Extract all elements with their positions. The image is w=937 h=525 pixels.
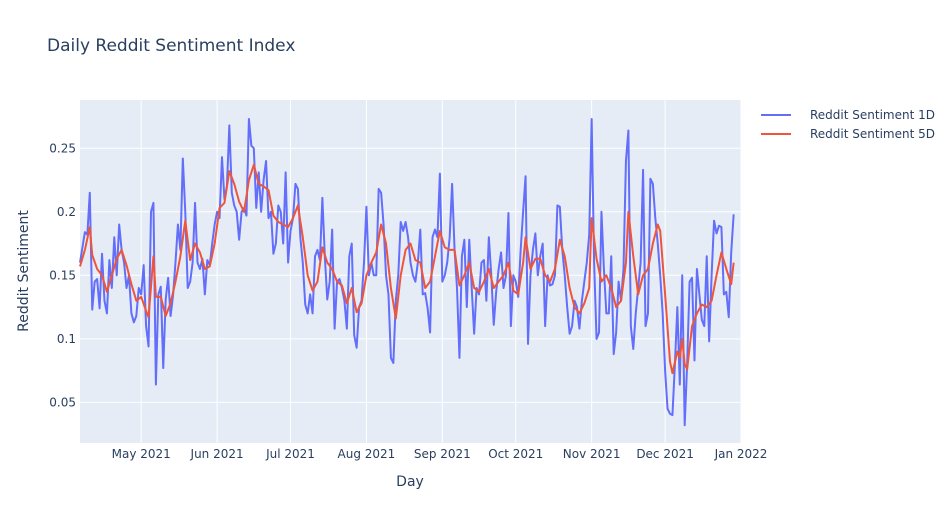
plot-background	[80, 100, 741, 443]
y-tick-label: 0.1	[57, 332, 76, 346]
legend-label: Reddit Sentiment 5D	[810, 127, 935, 141]
y-tick-label: 0.25	[49, 141, 76, 155]
x-axis-title: Day	[396, 474, 424, 490]
x-tick-label: Jun 2021	[190, 447, 244, 461]
y-tick-label: 0.2	[57, 205, 76, 219]
x-tick-label: Nov 2021	[563, 447, 621, 461]
x-tick-label: Dec 2021	[636, 447, 694, 461]
x-tick-label: Aug 2021	[338, 447, 396, 461]
x-tick-label: May 2021	[112, 447, 171, 461]
legend-label: Reddit Sentiment 1D	[810, 108, 935, 122]
x-tick-label: Jul 2021	[265, 447, 315, 461]
y-tick-label: 0.15	[49, 268, 76, 282]
y-tick-label: 0.05	[49, 395, 76, 409]
x-tick-label: Oct 2021	[488, 447, 543, 461]
series-lines	[79, 118, 735, 427]
legend: Reddit Sentiment 1D Reddit Sentiment 5D	[761, 108, 935, 141]
chart-title: Daily Reddit Sentiment Index	[47, 36, 295, 56]
x-tick-label: Sep 2021	[414, 447, 471, 461]
x-tick-label: Jan 2022	[714, 447, 768, 461]
series-line-1d	[79, 118, 735, 427]
x-tick-labels: May 2021 Jun 2021 Jul 2021 Aug 2021 Sep 2021…	[112, 447, 768, 461]
y-tick-labels: 0.05 0.1 0.15 0.2 0.25	[49, 141, 76, 409]
y-axis-title: Reddit Sentiment	[16, 210, 32, 332]
series-line-5d	[79, 163, 735, 375]
